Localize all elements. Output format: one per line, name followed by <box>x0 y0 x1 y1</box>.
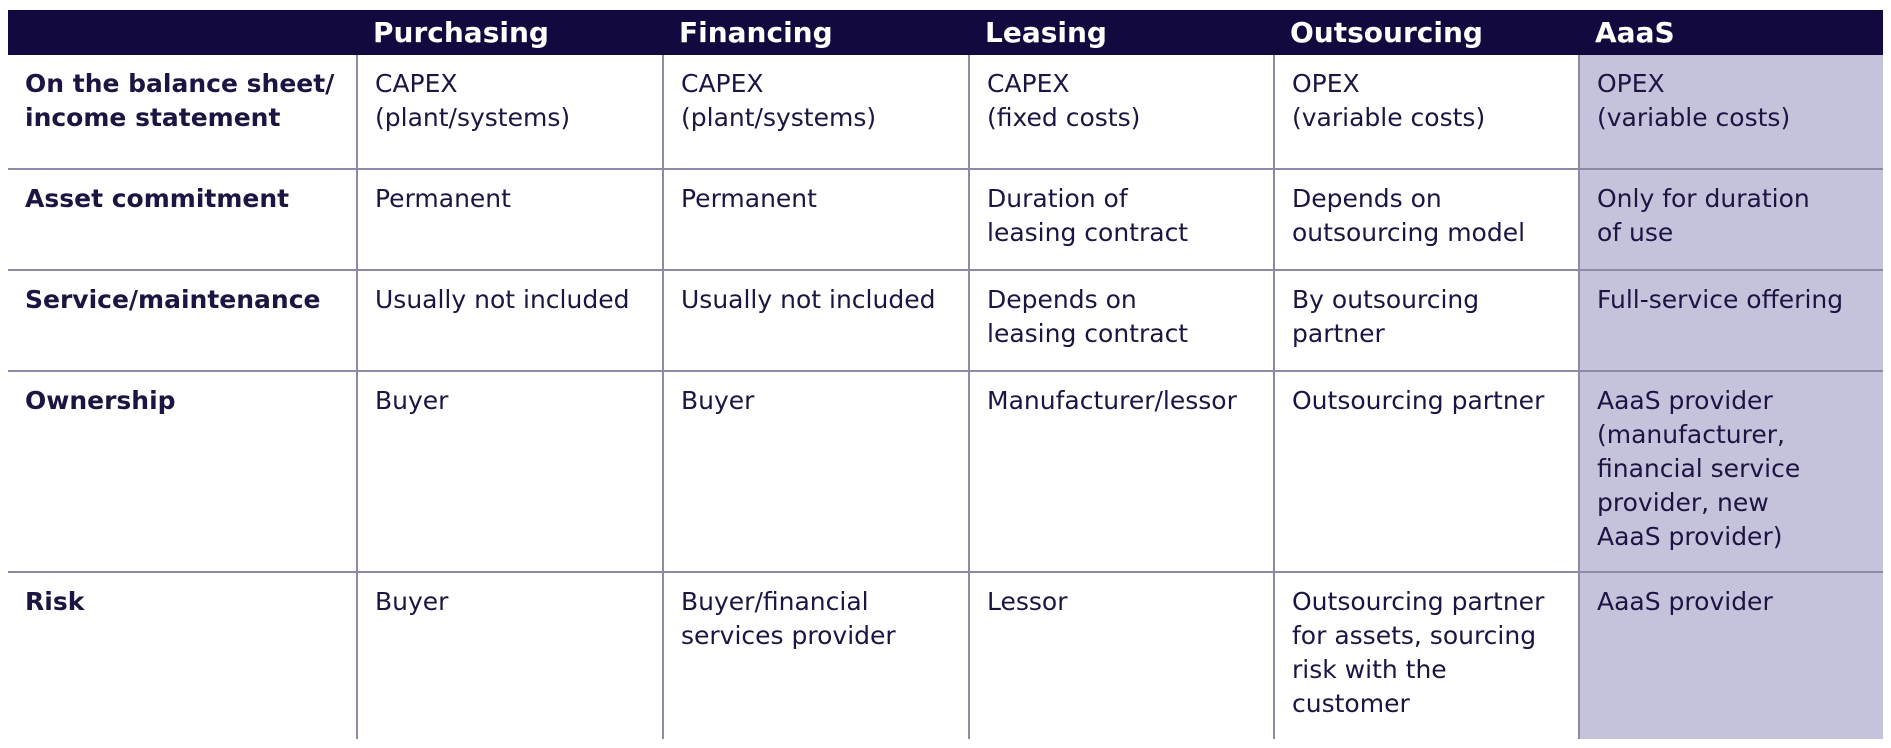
comparison-table: Purchasing Financing Leasing Outsourcing… <box>8 10 1883 739</box>
cell-ownership-outsourcing: Outsourcing partner <box>1273 372 1578 573</box>
cell-risk-financing: Buyer/financial services provider <box>662 573 968 739</box>
cell-ownership-aaas: AaaS provider (manufacturer, financial s… <box>1578 372 1883 573</box>
cell-service-maintenance-leasing: Depends on leasing contract <box>968 271 1273 372</box>
cell-risk-aaas: AaaS provider <box>1578 573 1883 739</box>
cell-risk-outsourcing: Outsourcing partner for assets, sourcing… <box>1273 573 1578 739</box>
cell-balance-sheet-outsourcing: OPEX (variable costs) <box>1273 55 1578 170</box>
cell-ownership-purchasing: Buyer <box>356 372 662 573</box>
cell-service-maintenance-financing: Usually not included <box>662 271 968 372</box>
cell-asset-commitment-outsourcing: Depends on outsourcing model <box>1273 170 1578 271</box>
cell-asset-commitment-aaas: Only for duration of use <box>1578 170 1883 271</box>
cell-asset-commitment-financing: Permanent <box>662 170 968 271</box>
cell-balance-sheet-financing: CAPEX (plant/systems) <box>662 55 968 170</box>
column-header-leasing: Leasing <box>968 10 1273 55</box>
cell-balance-sheet-aaas: OPEX (variable costs) <box>1578 55 1883 170</box>
cell-asset-commitment-leasing: Duration of leasing contract <box>968 170 1273 271</box>
column-header-financing: Financing <box>662 10 968 55</box>
comparison-grid: Purchasing Financing Leasing Outsourcing… <box>8 10 1883 739</box>
row-label-service-maintenance: Service/maintenance <box>8 271 356 372</box>
column-header-purchasing: Purchasing <box>356 10 662 55</box>
row-label-balance-sheet: On the balance sheet/ income statement <box>8 55 356 170</box>
cell-ownership-leasing: Manufacturer/lessor <box>968 372 1273 573</box>
cell-service-maintenance-purchasing: Usually not included <box>356 271 662 372</box>
row-label-asset-commitment: Asset commitment <box>8 170 356 271</box>
cell-asset-commitment-purchasing: Permanent <box>356 170 662 271</box>
column-header-aaas: AaaS <box>1578 10 1883 55</box>
row-label-ownership: Ownership <box>8 372 356 573</box>
cell-risk-purchasing: Buyer <box>356 573 662 739</box>
cell-balance-sheet-leasing: CAPEX (fixed costs) <box>968 55 1273 170</box>
row-label-risk: Risk <box>25 587 85 616</box>
cell-balance-sheet-purchasing: CAPEX (plant/systems) <box>356 55 662 170</box>
cell-service-maintenance-outsourcing: By outsourcing partner <box>1273 271 1578 372</box>
cell-service-maintenance-aaas: Full-service offering <box>1578 271 1883 372</box>
cell-ownership-financing: Buyer <box>662 372 968 573</box>
cell-risk-leasing: Lessor <box>968 573 1273 739</box>
column-header-outsourcing: Outsourcing <box>1273 10 1578 55</box>
header-corner <box>8 10 356 55</box>
